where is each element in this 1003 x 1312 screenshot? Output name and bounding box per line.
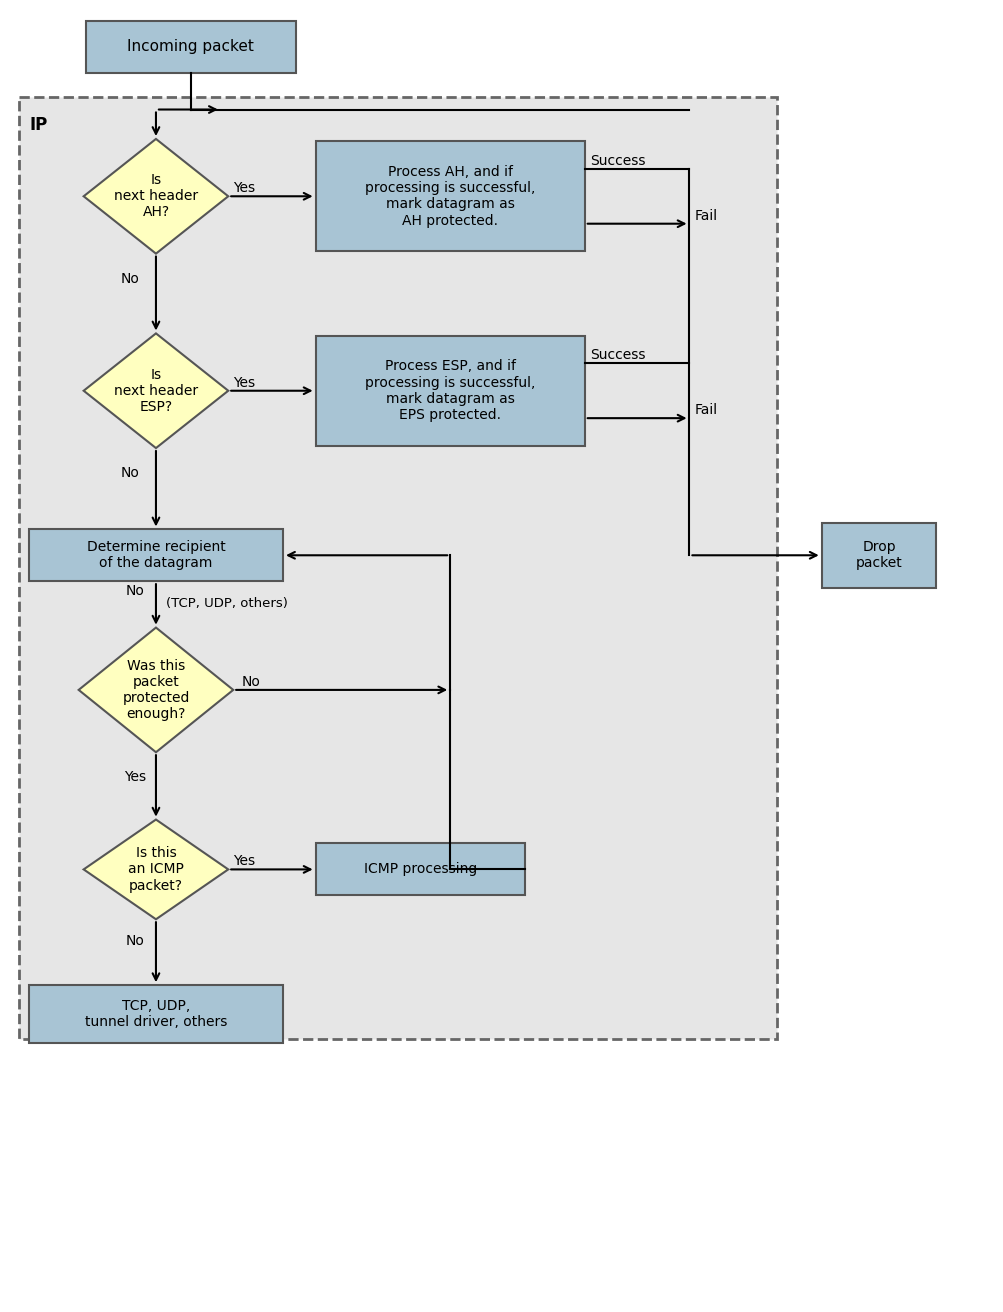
Text: Process ESP, and if
processing is successful,
mark datagram as
EPS protected.: Process ESP, and if processing is succes… xyxy=(365,359,535,422)
Text: Success: Success xyxy=(589,348,645,362)
Text: Fail: Fail xyxy=(694,209,717,223)
Text: TCP, UDP,
tunnel driver, others: TCP, UDP, tunnel driver, others xyxy=(84,998,227,1029)
Text: No: No xyxy=(121,272,139,286)
Text: Yes: Yes xyxy=(233,375,255,390)
Text: Is
next header
AH?: Is next header AH? xyxy=(113,173,198,219)
FancyBboxPatch shape xyxy=(820,523,936,588)
Polygon shape xyxy=(83,820,228,920)
Text: Yes: Yes xyxy=(233,181,255,195)
Text: Yes: Yes xyxy=(124,770,146,785)
FancyBboxPatch shape xyxy=(86,21,295,72)
FancyBboxPatch shape xyxy=(315,142,584,251)
FancyBboxPatch shape xyxy=(315,336,584,446)
Text: Was this
packet
protected
enough?: Was this packet protected enough? xyxy=(122,659,190,722)
Text: No: No xyxy=(121,466,139,480)
Text: No: No xyxy=(126,934,144,949)
Text: Process AH, and if
processing is successful,
mark datagram as
AH protected.: Process AH, and if processing is success… xyxy=(365,165,535,227)
Text: Yes: Yes xyxy=(233,854,255,869)
Polygon shape xyxy=(83,139,228,253)
Text: Fail: Fail xyxy=(694,403,717,417)
FancyBboxPatch shape xyxy=(29,985,283,1043)
FancyBboxPatch shape xyxy=(19,97,776,1039)
FancyBboxPatch shape xyxy=(315,844,525,895)
Text: Is this
an ICMP
packet?: Is this an ICMP packet? xyxy=(128,846,184,892)
Text: No: No xyxy=(241,674,260,689)
Text: Success: Success xyxy=(589,154,645,168)
Polygon shape xyxy=(78,627,233,752)
Text: (TCP, UDP, others): (TCP, UDP, others) xyxy=(165,597,288,610)
Text: Drop
packet: Drop packet xyxy=(855,541,902,571)
Polygon shape xyxy=(83,333,228,449)
Text: Is
next header
ESP?: Is next header ESP? xyxy=(113,367,198,413)
Text: Determine recipient
of the datagram: Determine recipient of the datagram xyxy=(86,541,225,571)
Text: No: No xyxy=(126,584,144,598)
Text: Incoming packet: Incoming packet xyxy=(127,39,254,54)
Text: ICMP processing: ICMP processing xyxy=(363,862,476,876)
FancyBboxPatch shape xyxy=(29,529,283,581)
Text: IP: IP xyxy=(29,117,47,135)
